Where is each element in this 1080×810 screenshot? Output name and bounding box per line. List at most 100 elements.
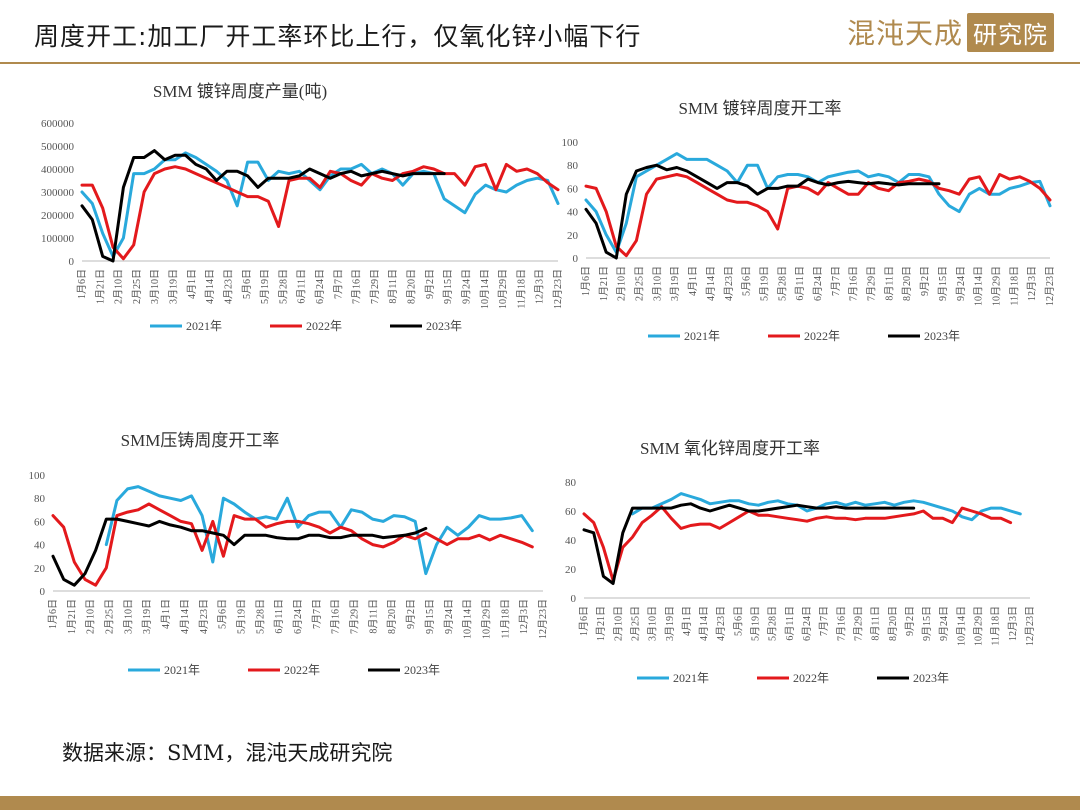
footer-bar bbox=[0, 796, 1080, 810]
chart-galvanizing-output: SMM 镀锌周度产量(吨) 0 100000 200000 300000 400000 50… bbox=[41, 82, 564, 333]
y-tick-label: 0 bbox=[40, 586, 46, 598]
x-tick-label: 12月23日 bbox=[537, 599, 549, 639]
x-tick-label: 5月28日 bbox=[767, 606, 779, 641]
x-tick-label: 9月2日 bbox=[919, 266, 931, 296]
header: 周度开工:加工厂开工率环比上行，仅氧化锌小幅下行 混沌天成 研究院 bbox=[0, 0, 1080, 62]
x-tick-label: 7月7日 bbox=[311, 599, 323, 629]
x-tick-label: 10月29日 bbox=[990, 266, 1002, 306]
x-tick-label: 4月14日 bbox=[179, 599, 191, 634]
x-tick-label: 4月14日 bbox=[204, 269, 216, 304]
y-tick-label: 100000 bbox=[41, 233, 75, 245]
legend-label: 2021年 bbox=[684, 329, 720, 343]
x-tick-label: 9月24日 bbox=[938, 606, 950, 641]
chart-title: SMM 镀锌周度开工率 bbox=[679, 99, 842, 118]
x-tick-label: 3月19日 bbox=[664, 606, 676, 641]
x-tick-label: 5月6日 bbox=[217, 599, 229, 629]
x-tick-label: 4月1日 bbox=[186, 269, 198, 299]
y-tick-label: 80 bbox=[34, 493, 46, 505]
legend-label: 2023年 bbox=[404, 663, 440, 677]
x-tick-label: 7月29日 bbox=[866, 266, 878, 301]
series-line-2 bbox=[584, 173, 1052, 258]
x-tick-label: 4月1日 bbox=[681, 606, 693, 636]
y-tick-label: 0 bbox=[69, 256, 75, 268]
x-tick-label: 4月14日 bbox=[698, 606, 710, 641]
y-tick-label: 60 bbox=[565, 506, 577, 518]
x-tick-label: 10月14日 bbox=[973, 266, 985, 306]
x-tick-label: 1月6日 bbox=[578, 606, 590, 636]
chart-galvanizing-rate: SMM 镀锌周度开工率 0 20 40 60 80 100 1月6日 1月21日 2月10日 2月2… bbox=[562, 99, 1057, 343]
x-tick-label: 12月23日 bbox=[1024, 606, 1036, 646]
y-tick-label: 80 bbox=[565, 477, 577, 489]
x-tick-label: 7月16日 bbox=[351, 269, 363, 304]
series-line-1 bbox=[80, 151, 560, 258]
y-tick-label: 100 bbox=[562, 137, 579, 149]
x-tick-label: 8月20日 bbox=[386, 599, 398, 634]
chart-diecasting-rate: SMM压铸周度开工率 0 20 40 60 80 100 1月6日 1月21日 2月10日 2月25… bbox=[29, 431, 550, 677]
x-tick-label: 4月1日 bbox=[687, 266, 699, 296]
x-tick-label: 11月18日 bbox=[990, 606, 1002, 646]
series-line-1 bbox=[584, 152, 1052, 254]
x-tick-label: 6月24日 bbox=[292, 599, 304, 634]
y-tick-label: 200000 bbox=[41, 210, 75, 222]
x-tick-label: 5月19日 bbox=[750, 606, 762, 641]
x-tick-label: 7月7日 bbox=[818, 606, 830, 636]
series-line-3 bbox=[80, 149, 446, 263]
y-tick-label: 20 bbox=[567, 230, 579, 242]
x-tick-label: 2月10日 bbox=[616, 266, 628, 301]
x-tick-label: 2月10日 bbox=[612, 606, 624, 641]
x-tick-label: 8月11日 bbox=[883, 266, 895, 301]
x-tick-label: 6月24日 bbox=[812, 266, 824, 301]
x-tick-label: 8月11日 bbox=[367, 599, 379, 634]
chart-title: SMM压铸周度开工率 bbox=[121, 431, 280, 450]
x-tick-label: 2月25日 bbox=[629, 606, 641, 641]
x-tick-label: 10月14日 bbox=[462, 599, 474, 639]
x-tick-label: 9月24日 bbox=[443, 599, 455, 634]
y-tick-label: 20 bbox=[565, 564, 577, 576]
series-line-2 bbox=[80, 162, 560, 261]
x-tick-label: 10月14日 bbox=[955, 606, 967, 646]
x-tick-label: 10月14日 bbox=[479, 269, 491, 309]
x-tick-label: 1月21日 bbox=[66, 599, 78, 634]
y-tick-label: 40 bbox=[565, 535, 577, 547]
x-tick-label: 9月15日 bbox=[937, 266, 949, 301]
y-tick-label: 0 bbox=[573, 253, 579, 265]
x-tick-label: 4月23日 bbox=[723, 266, 735, 301]
x-tick-label: 11月18日 bbox=[1008, 266, 1020, 306]
x-tick-label: 9月24日 bbox=[460, 269, 472, 304]
x-tick-label: 4月23日 bbox=[222, 269, 234, 304]
x-tick-label: 8月20日 bbox=[406, 269, 418, 304]
chart-title: SMM 氧化锌周度开工率 bbox=[640, 439, 820, 458]
y-tick-label: 300000 bbox=[41, 187, 75, 199]
x-tick-label: 9月15日 bbox=[424, 599, 436, 634]
x-tick-label: 6月11日 bbox=[273, 599, 285, 634]
x-tick-label: 6月24日 bbox=[801, 606, 813, 641]
legend-label: 2021年 bbox=[673, 671, 709, 685]
x-tick-label: 3月10日 bbox=[651, 266, 663, 301]
x-tick-label: 3月19日 bbox=[669, 266, 681, 301]
x-tick-label: 1月6日 bbox=[76, 269, 88, 299]
x-tick-label: 7月16日 bbox=[330, 599, 342, 634]
chart-title: SMM 镀锌周度产量(吨) bbox=[153, 82, 327, 101]
y-tick-label: 0 bbox=[571, 593, 577, 605]
x-tick-label: 2月25日 bbox=[634, 266, 646, 301]
legend-label: 2023年 bbox=[913, 671, 949, 685]
x-tick-label: 12月23日 bbox=[552, 269, 564, 309]
x-tick-label: 4月23日 bbox=[715, 606, 727, 641]
x-tick-label: 7月29日 bbox=[349, 599, 361, 634]
x-tick-label: 5月19日 bbox=[235, 599, 247, 634]
x-tick-label: 5月19日 bbox=[758, 266, 770, 301]
x-tick-label: 10月29日 bbox=[480, 599, 492, 639]
x-tick-label: 9月2日 bbox=[424, 269, 436, 299]
y-tick-label: 400000 bbox=[41, 164, 75, 176]
x-tick-label: 5月28日 bbox=[254, 599, 266, 634]
page-title: 周度开工:加工厂开工率环比上行，仅氧化锌小幅下行 bbox=[34, 22, 642, 51]
logo-box: 研究院 bbox=[967, 12, 1054, 52]
x-tick-label: 7月16日 bbox=[848, 266, 860, 301]
x-tick-label: 1月6日 bbox=[47, 599, 59, 629]
x-tick-label: 1月6日 bbox=[580, 266, 592, 296]
series-line-1 bbox=[631, 492, 1022, 522]
series-line-1 bbox=[104, 485, 534, 576]
x-tick-label: 8月20日 bbox=[901, 266, 913, 301]
x-tick-label: 6月11日 bbox=[296, 269, 308, 304]
x-tick-label: 5月6日 bbox=[241, 269, 253, 299]
